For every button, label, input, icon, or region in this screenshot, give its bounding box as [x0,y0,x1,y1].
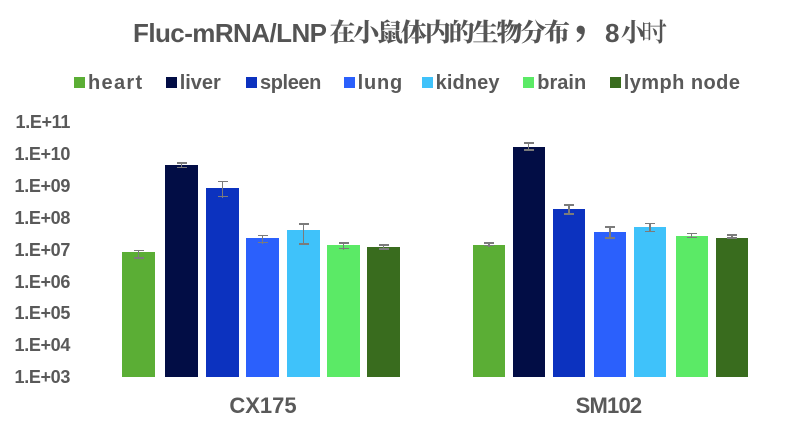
svg-text:Fluc-mRNA/LNP: Fluc-mRNA/LNP [133,18,327,48]
svg-text:8: 8 [605,18,619,48]
